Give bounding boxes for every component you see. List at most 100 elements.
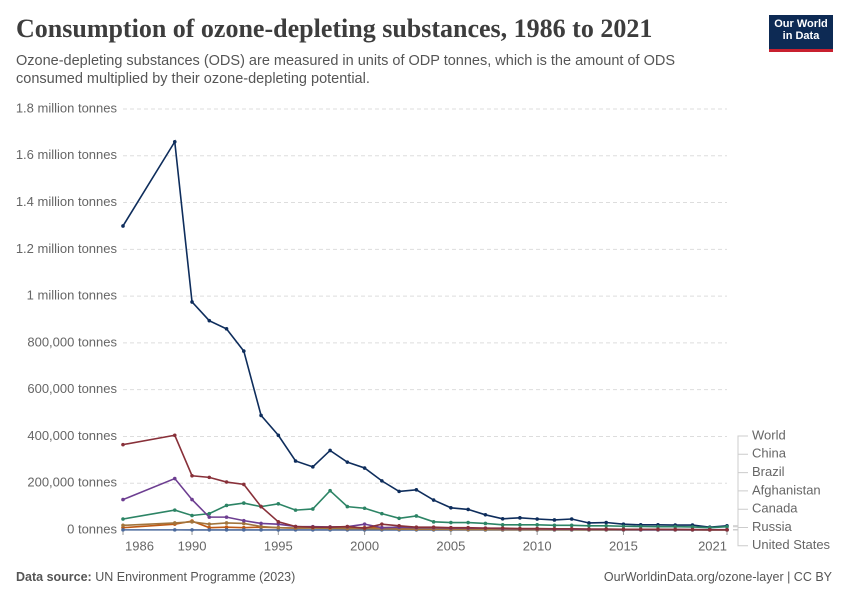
point xyxy=(449,520,453,525)
point xyxy=(569,523,574,528)
logo[interactable]: Our World in Data xyxy=(769,15,833,52)
chart-subtitle: Ozone-depleting substances (ODS) are mea… xyxy=(16,53,676,87)
legend-label: Russia xyxy=(752,519,793,534)
y-tick-label: 1.8 million tonnes xyxy=(16,100,118,115)
point xyxy=(569,527,574,531)
point xyxy=(276,520,281,524)
point xyxy=(259,521,263,526)
point xyxy=(604,527,608,531)
point xyxy=(121,497,125,502)
point xyxy=(224,503,229,508)
logo-text: in Data xyxy=(782,30,820,42)
y-tick-label: 1.2 million tonnes xyxy=(16,241,118,256)
point xyxy=(380,525,384,530)
x-tick-label: 2000 xyxy=(350,538,379,553)
point xyxy=(673,527,678,532)
point xyxy=(207,522,212,526)
point xyxy=(328,525,332,529)
x-tick-label: 1995 xyxy=(264,538,293,553)
point xyxy=(190,520,194,524)
point xyxy=(587,521,591,525)
point xyxy=(535,523,539,527)
point xyxy=(449,505,453,510)
y-tick-label: 400,000 tonnes xyxy=(27,428,117,443)
point xyxy=(604,523,608,528)
y-tick-label: 200,000 tonnes xyxy=(27,475,117,490)
point xyxy=(638,524,643,529)
x-tick-label: 2015 xyxy=(609,538,638,553)
point xyxy=(466,507,470,512)
point xyxy=(725,527,729,532)
point xyxy=(690,525,695,529)
point xyxy=(276,433,281,438)
point xyxy=(224,480,229,484)
point xyxy=(362,506,367,511)
point xyxy=(121,523,125,528)
legend-connector xyxy=(733,490,748,531)
y-tick-label: 1 million tonnes xyxy=(27,288,118,303)
point xyxy=(190,473,194,478)
x-tick-label: 1990 xyxy=(178,538,207,553)
point xyxy=(621,527,626,532)
point xyxy=(431,525,436,529)
logo-text: Our World xyxy=(774,18,828,30)
point xyxy=(656,527,660,532)
chart-title: Consumption of ozone-depleting substance… xyxy=(16,14,653,43)
point xyxy=(397,516,401,521)
point xyxy=(190,497,194,502)
point xyxy=(362,466,367,470)
point xyxy=(569,517,574,521)
point xyxy=(293,508,298,512)
point xyxy=(483,512,488,517)
point xyxy=(311,525,315,529)
point xyxy=(362,526,367,530)
point xyxy=(242,528,246,532)
point xyxy=(242,501,246,505)
legend-label: Brazil xyxy=(752,464,785,479)
x-tick-label: 2021 xyxy=(698,538,727,553)
point xyxy=(276,525,281,530)
source-text: UN Environment Programme (2023) xyxy=(95,570,296,584)
x-tick-label: 2010 xyxy=(523,538,552,553)
point xyxy=(242,482,246,487)
y-tick-label: 1.4 million tonnes xyxy=(16,194,118,209)
point xyxy=(172,521,177,525)
point xyxy=(242,518,246,523)
point xyxy=(190,528,194,532)
point xyxy=(207,475,212,480)
point xyxy=(500,526,505,530)
credit[interactable]: OurWorldinData.org/ozone-layer | CC BY xyxy=(603,570,832,584)
point xyxy=(552,523,557,528)
series-line xyxy=(122,139,728,528)
source-label: Data source: xyxy=(16,570,92,584)
point xyxy=(380,479,384,483)
series-line xyxy=(122,489,728,529)
legend-label: China xyxy=(752,446,787,461)
x-tick-label: 1986 xyxy=(125,538,154,553)
legend-connector xyxy=(733,472,748,531)
point xyxy=(587,523,591,528)
point xyxy=(259,524,263,529)
point xyxy=(638,527,643,532)
point xyxy=(500,516,505,521)
point xyxy=(414,514,419,518)
point xyxy=(121,528,125,532)
point xyxy=(224,525,229,529)
point xyxy=(518,516,522,520)
y-tick-label: 600,000 tonnes xyxy=(27,381,117,396)
point xyxy=(500,523,505,527)
point xyxy=(207,511,212,516)
point xyxy=(380,522,384,526)
point xyxy=(552,527,557,531)
point xyxy=(345,460,350,464)
point xyxy=(397,523,401,528)
legend-connector xyxy=(733,435,748,527)
point xyxy=(414,487,419,492)
y-tick-label: 800,000 tonnes xyxy=(27,334,117,349)
point xyxy=(172,528,177,532)
point xyxy=(311,465,315,469)
point xyxy=(552,518,557,522)
point xyxy=(172,433,177,438)
y-tick-label: 0 tonnes xyxy=(67,521,117,536)
point xyxy=(259,528,263,532)
